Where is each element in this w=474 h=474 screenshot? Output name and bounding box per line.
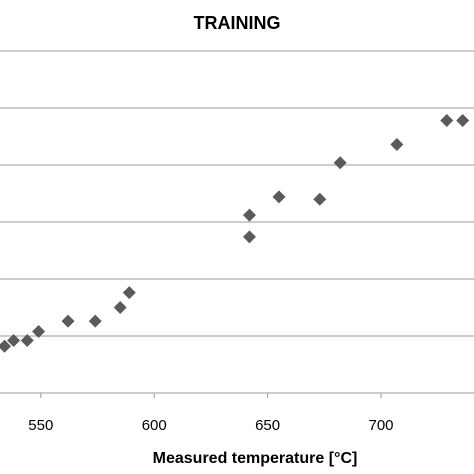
data-point — [333, 156, 347, 170]
data-point — [32, 324, 46, 338]
data-point — [456, 114, 470, 128]
chart-title: TRAINING — [194, 13, 281, 33]
data-point — [0, 339, 12, 353]
data-point — [242, 208, 256, 222]
data-point — [113, 301, 127, 314]
x-tick-label: 550 — [28, 417, 53, 434]
data-point — [20, 334, 34, 348]
data-point — [313, 192, 327, 206]
data-point — [242, 230, 256, 244]
data-point — [440, 114, 454, 128]
x-tick-label: 700 — [368, 417, 393, 434]
data-point — [7, 334, 21, 348]
data-point — [88, 314, 102, 328]
data-point — [272, 190, 286, 204]
data-point — [61, 314, 75, 328]
data-point — [390, 137, 404, 151]
x-tick-label: 650 — [255, 417, 280, 434]
x-axis-label: Measured temperature [°C] — [153, 450, 358, 467]
data-point — [122, 286, 136, 300]
x-tick-label: 600 — [142, 417, 167, 434]
